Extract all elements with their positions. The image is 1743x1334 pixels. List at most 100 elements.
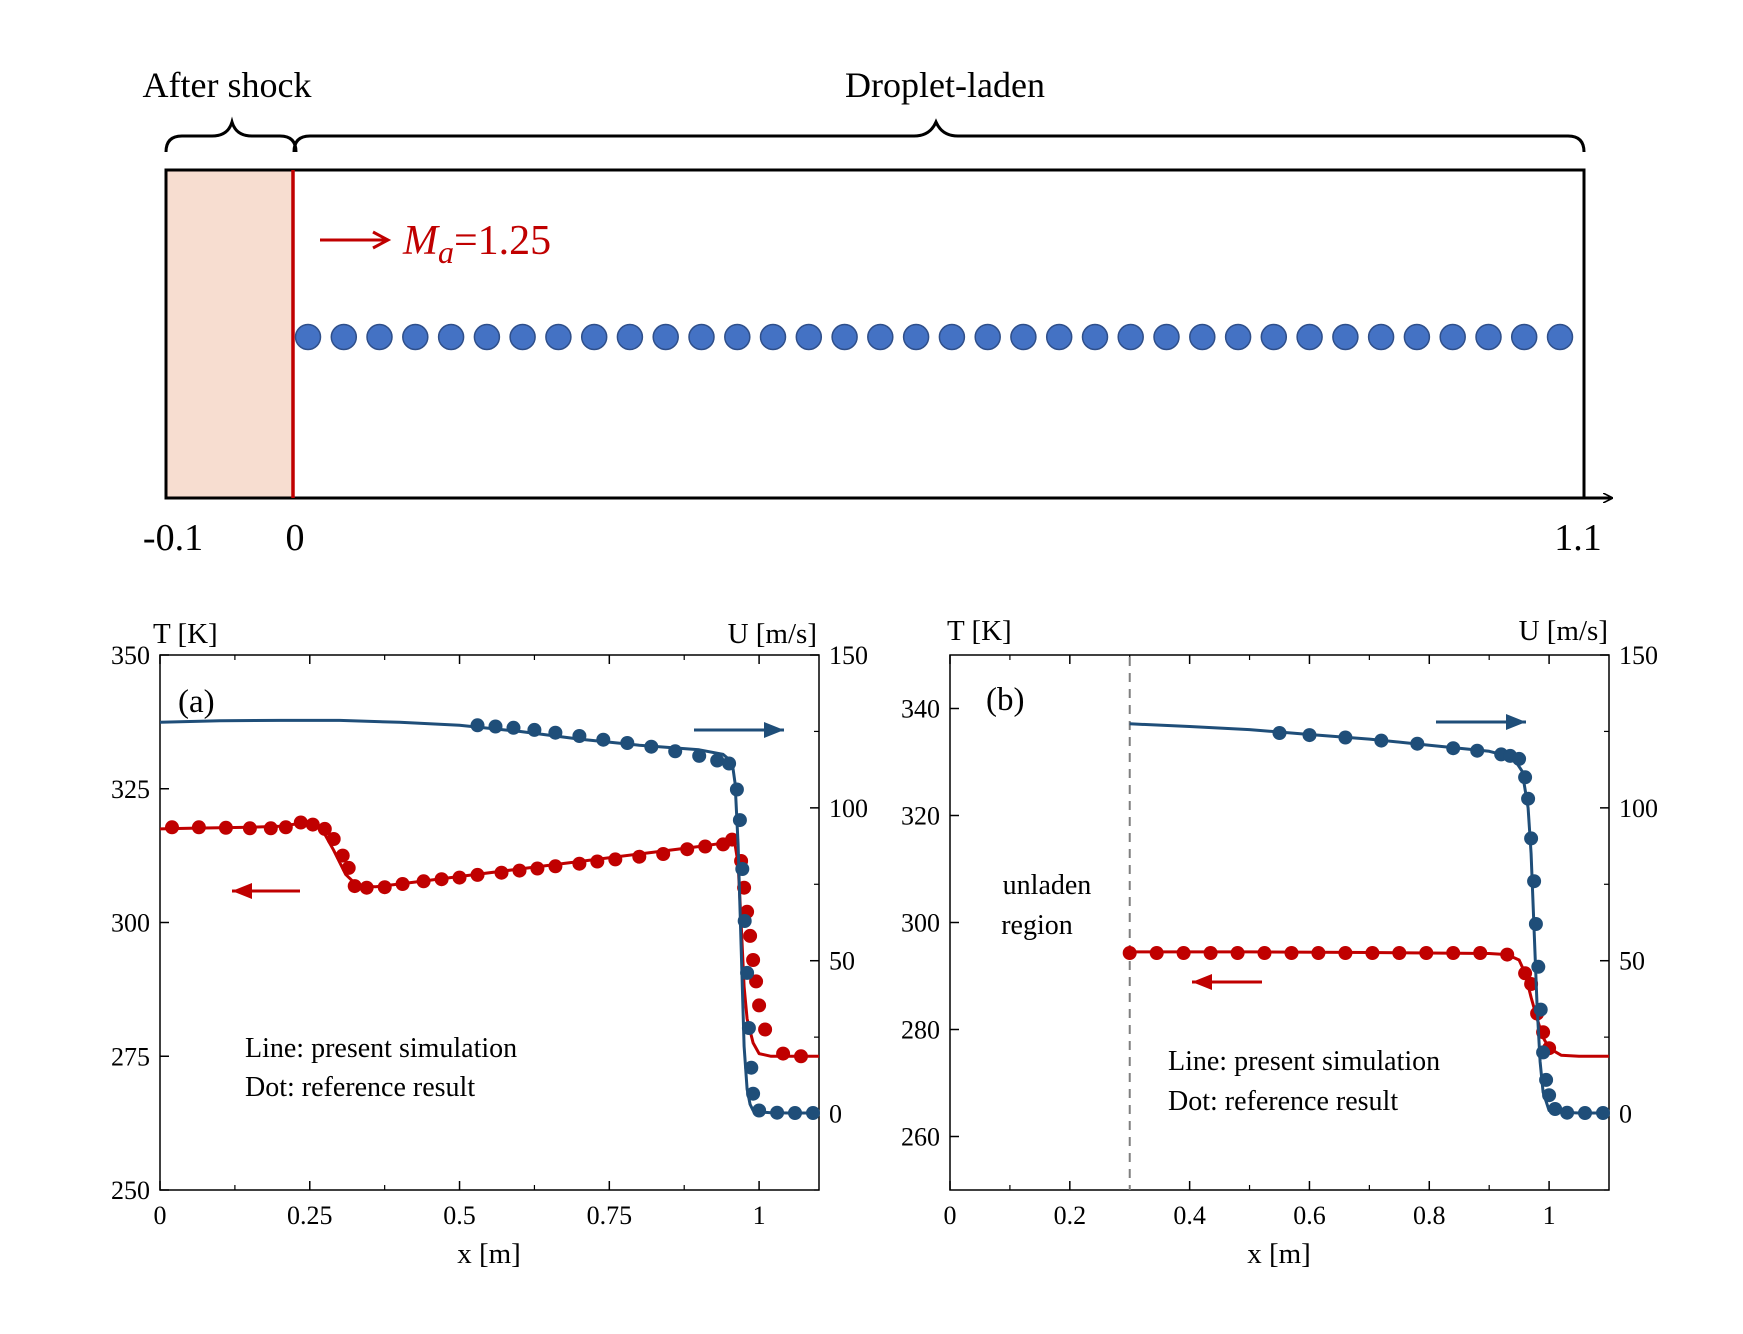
- temperature-axis-arrow-head: [232, 883, 252, 899]
- y-left-tick-label: 320: [901, 802, 940, 831]
- panel-b-legend-dot: Dot: reference result: [1168, 1086, 1398, 1117]
- y-left-tick-label: 300: [901, 909, 940, 938]
- droplet: [330, 323, 358, 351]
- velocity-point: [740, 965, 755, 980]
- droplet: [652, 323, 679, 351]
- x-tick-label: 0.75: [587, 1201, 633, 1230]
- droplet: [616, 323, 644, 351]
- droplet: [1081, 323, 1109, 351]
- velocity-point: [692, 748, 707, 763]
- droplet: [867, 323, 894, 351]
- temperature-point: [1257, 946, 1272, 960]
- temperature-point: [1338, 946, 1353, 960]
- droplet: [1117, 323, 1144, 351]
- temperature-point: [530, 861, 545, 876]
- y-left-tick-label: 300: [111, 909, 150, 938]
- y-left-tick-label: 260: [901, 1123, 940, 1152]
- temperature-point: [1149, 946, 1164, 960]
- droplet: [938, 323, 966, 351]
- x-tick-label: 0.6: [1293, 1201, 1326, 1230]
- x-tick-label: 0: [944, 1201, 957, 1230]
- velocity-point: [722, 756, 737, 771]
- temperature-point: [1446, 946, 1461, 960]
- y-left-tick-label: 280: [901, 1016, 940, 1045]
- droplet: [1296, 323, 1323, 351]
- y-right-tick-label: 50: [1619, 947, 1645, 976]
- temperature-point: [470, 867, 485, 882]
- droplet: [509, 323, 536, 351]
- temperature-point: [794, 1049, 808, 1064]
- droplet: [294, 323, 322, 351]
- droplet: [724, 323, 751, 351]
- temperature-point: [263, 821, 278, 836]
- panel-b-x-axis-title: x [m]: [1247, 1238, 1311, 1270]
- velocity-point: [1560, 1105, 1575, 1120]
- droplet: [1332, 323, 1359, 351]
- y-left-tick-label: 350: [111, 641, 150, 670]
- temperature-point: [416, 874, 431, 889]
- temperature-point: [218, 820, 233, 835]
- panel-a: 0 0.25 0.5 0.75 1 250 275 300 325 350 0 50 100 150 (a…: [111, 618, 868, 1270]
- droplet: [1475, 323, 1502, 351]
- velocity-point: [644, 739, 659, 754]
- temperature-point: [749, 974, 764, 989]
- velocity-point: [746, 1086, 761, 1101]
- temperature-point: [1176, 946, 1191, 960]
- temperature-point: [680, 842, 695, 857]
- droplet: [1224, 323, 1252, 351]
- velocity-point: [732, 813, 747, 828]
- y-left-tick-label: 275: [111, 1042, 150, 1071]
- droplet: [437, 323, 465, 351]
- x-tick-label: 1: [753, 1201, 766, 1230]
- droplet: [974, 323, 1001, 351]
- temperature-point: [359, 880, 374, 895]
- velocity-point: [1518, 770, 1533, 785]
- droplet: [1510, 323, 1538, 351]
- temperature-point: [242, 821, 257, 836]
- droplet: [366, 323, 393, 351]
- temperature-point: [1203, 946, 1218, 960]
- velocity-point: [548, 725, 563, 740]
- x-tick-label: 1: [1543, 1201, 1556, 1230]
- panel-b-left-axis-title: T [K]: [947, 615, 1012, 647]
- velocity-point: [1533, 1002, 1548, 1017]
- velocity-point: [1531, 959, 1546, 974]
- droplet-row: [294, 323, 1574, 351]
- temperature-point: [347, 879, 362, 894]
- panel-b-label: (b): [986, 682, 1024, 718]
- temperature-point: [191, 820, 206, 835]
- temperature-point: [590, 854, 605, 869]
- droplet: [1403, 323, 1431, 351]
- temperature-point: [572, 856, 587, 871]
- x-tick-label: 0.25: [287, 1201, 333, 1230]
- velocity-point: [1524, 831, 1539, 846]
- velocity-point: [1578, 1106, 1592, 1120]
- temperature-point: [746, 953, 761, 967]
- temperature-point: [776, 1046, 791, 1061]
- panel-b-series: [1122, 657, 1610, 1190]
- mach-arrow-head: [372, 230, 392, 250]
- y-right-tick-label: 100: [1619, 794, 1658, 823]
- x-tick-label: 0.2: [1054, 1201, 1087, 1230]
- temperature-point: [743, 928, 758, 943]
- y-right-tick-label: 150: [1619, 641, 1658, 670]
- temperature-point: [698, 839, 713, 854]
- temperature-point: [317, 821, 332, 836]
- velocity-point: [1528, 917, 1543, 931]
- droplet: [1439, 323, 1466, 351]
- panel-b: 0 0.2 0.4 0.6 0.8 1 260 280 300 320 340 0 50 100 150 (…: [901, 615, 1658, 1270]
- droplet: [1189, 323, 1216, 351]
- velocity-point: [1548, 1102, 1563, 1116]
- y-right-tick-label: 150: [829, 641, 868, 670]
- y-right-tick-label: 100: [829, 794, 868, 823]
- panel-a-legend-line: Line: present simulation: [245, 1033, 517, 1064]
- droplet: [1153, 323, 1180, 351]
- droplet-laden-label: Droplet-laden: [845, 65, 1045, 105]
- velocity-point: [735, 862, 750, 876]
- velocity-point: [668, 744, 683, 759]
- shocked-region: [166, 170, 293, 498]
- droplet-laden-brace: [292, 118, 1586, 153]
- velocity-point: [527, 722, 542, 737]
- temperature-point: [341, 860, 356, 875]
